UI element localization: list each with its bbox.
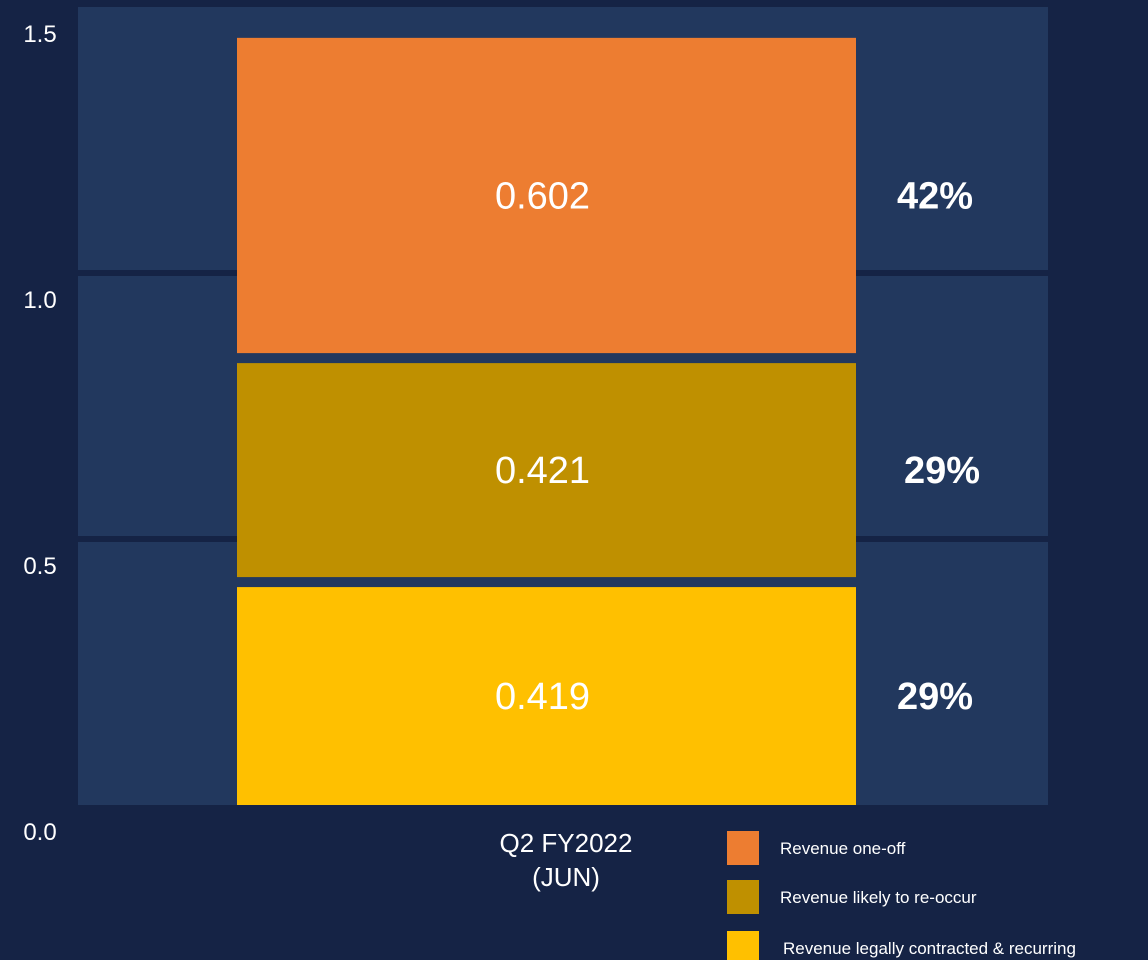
x-category-label: (JUN) — [532, 862, 600, 892]
y-tick-label: 0.5 — [23, 553, 56, 580]
y-axis: 0.0 0.5 1.0 1.5 — [23, 21, 56, 846]
y-tick-label: 0.0 — [23, 819, 56, 846]
legend-label: Revenue one-off — [780, 839, 906, 858]
legend-swatch — [727, 931, 759, 960]
x-axis: Q2 FY2022 (JUN) — [500, 828, 633, 892]
legend-label: Revenue likely to re-occur — [780, 888, 977, 907]
bar-segment — [237, 587, 856, 805]
segment-value-label: 0.421 — [495, 450, 590, 492]
segment-value-label: 0.419 — [495, 676, 590, 718]
legend: Revenue one-off Revenue likely to re-occu… — [727, 831, 1076, 960]
legend-swatch — [727, 831, 759, 865]
bar-segment — [237, 363, 856, 578]
segment-share-label: 29% — [897, 676, 973, 718]
bar-segment — [237, 37, 856, 354]
bar-stack: 0.419 29% 0.421 29% 0.602 42% — [237, 37, 980, 805]
y-tick-label: 1.0 — [23, 287, 56, 314]
legend-label: Revenue legally contracted & recurring — [783, 939, 1076, 958]
segment-share-label: 42% — [897, 175, 973, 217]
x-category-label: Q2 FY2022 — [500, 828, 633, 858]
legend-swatch — [727, 880, 759, 914]
segment-value-label: 0.602 — [495, 175, 590, 217]
segment-share-label: 29% — [904, 450, 980, 492]
y-tick-label: 1.5 — [23, 21, 56, 48]
